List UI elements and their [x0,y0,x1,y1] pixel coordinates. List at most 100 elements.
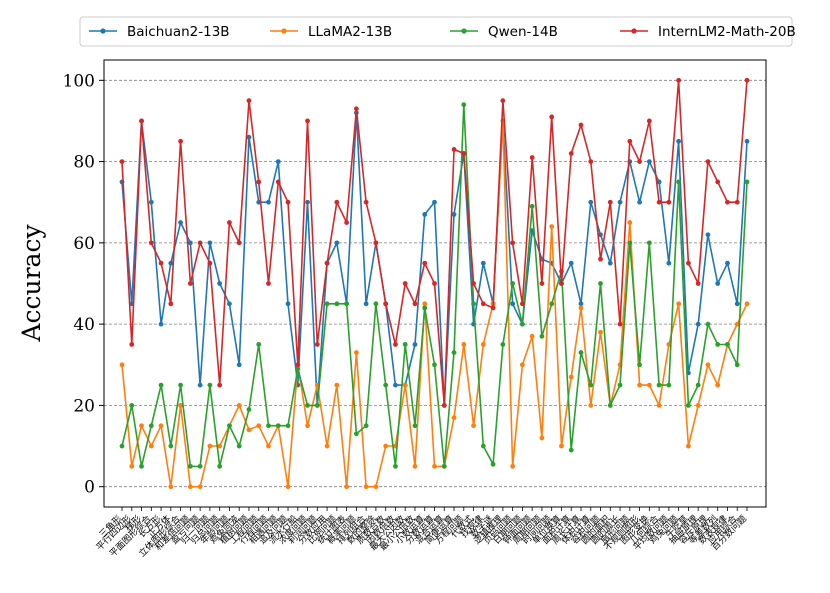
data-point [549,114,555,120]
data-point [344,484,350,490]
data-point [266,199,271,205]
data-point [441,403,447,408]
series-InternLM2-Math-20B [119,77,750,408]
data-point [539,281,545,286]
data-point [471,301,476,307]
data-point [461,102,467,108]
legend: Baichuan2-13B LLaMA2-13B Qwen-14B InternLM2… [79,16,796,47]
data-point [178,138,183,144]
data-point [725,199,730,205]
data-point [510,240,516,246]
data-point [148,199,154,205]
data-point [646,382,652,388]
data-point [266,281,271,286]
data-point [529,155,535,160]
series-layer [119,77,750,490]
data-point [246,134,252,140]
data-point [227,220,232,225]
data-point [441,463,447,469]
legend-label: InternLM2-Math-20B [658,24,796,40]
data-point [207,240,213,246]
data-point [119,362,125,368]
data-point [607,260,613,266]
data-point [695,382,701,388]
data-point [656,403,662,408]
data-point [412,463,418,469]
data-point [275,159,281,164]
data-point [695,321,701,327]
data-point [627,138,633,144]
data-point [148,423,154,429]
data-point [686,260,691,266]
data-point [461,151,467,156]
data-point [383,301,389,307]
data-point [451,415,457,420]
data-point [666,199,672,205]
y-tick-label: 0 [84,478,95,498]
data-point [402,342,408,347]
data-point [178,403,183,408]
data-point [158,382,164,388]
data-point [529,333,535,339]
data-point [637,382,642,388]
data-point [412,301,418,307]
data-point [578,301,584,307]
data-point [363,199,369,205]
data-point [178,382,183,388]
data-point [187,484,193,490]
data-point [519,301,525,307]
data-point [598,329,603,335]
data-point [422,301,428,307]
data-point [598,281,603,286]
data-point [588,159,594,164]
data-point [236,362,242,368]
data-point [227,301,232,307]
data-point [568,374,574,380]
data-point [334,382,340,388]
data-point [217,443,223,449]
data-point [686,443,691,449]
data-point [500,342,506,347]
data-point [158,321,164,327]
data-point [158,423,164,429]
data-point [422,212,428,217]
data-point [363,484,369,490]
data-point [168,301,174,307]
legend-entry: Qwen-14B [450,24,558,40]
data-point [588,199,594,205]
data-point [490,461,496,467]
data-point [285,199,291,205]
data-point [588,403,594,408]
data-point [402,281,408,286]
data-point [656,382,662,388]
data-point [490,305,496,311]
data-point [129,342,135,347]
data-point [129,463,135,469]
data-point [676,301,682,307]
data-point [510,463,516,469]
data-point [373,301,379,307]
data-point [119,443,125,449]
legend-swatch-marker [631,28,637,34]
data-point [734,321,740,327]
data-point [480,443,486,449]
data-point [236,403,242,408]
data-point [373,240,379,246]
data-point [568,447,574,453]
data-point [539,333,545,339]
legend-swatch-marker [100,28,106,34]
data-point [519,321,525,327]
data-point [637,159,642,164]
y-axis-ticks: 0 20 40 60 80 100 [63,71,104,498]
y-tick-label: 80 [73,153,95,173]
data-point [598,256,603,262]
data-point [129,403,135,408]
legend-label: Baichuan2-13B [127,24,230,40]
data-point [539,435,545,441]
data-point [275,423,281,429]
data-point [305,423,310,429]
data-point [715,281,721,286]
plot-frame [103,59,767,508]
y-tick-label: 60 [73,234,95,254]
data-point [656,199,662,205]
